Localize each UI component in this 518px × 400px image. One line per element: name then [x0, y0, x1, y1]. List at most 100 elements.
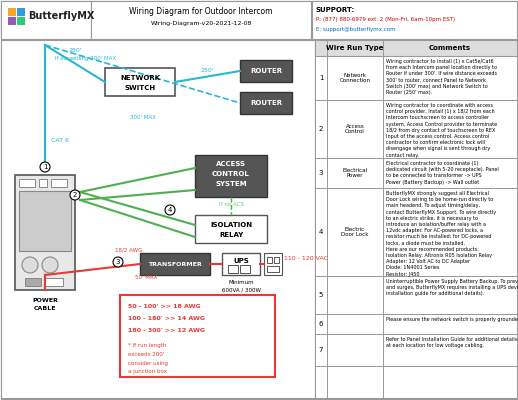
Text: 3: 3	[319, 170, 323, 176]
Circle shape	[113, 257, 123, 267]
Text: 7: 7	[319, 347, 323, 353]
Text: P: (877) 880-6979 ext. 2 (Mon-Fri, 6am-10pm EST): P: (877) 880-6979 ext. 2 (Mon-Fri, 6am-1…	[316, 18, 455, 22]
Bar	[312, 1, 517, 39]
Bar	[315, 40, 517, 398]
Bar	[240, 60, 292, 82]
Text: 250': 250'	[68, 48, 82, 53]
Text: a junction box: a junction box	[128, 368, 167, 374]
Circle shape	[42, 257, 58, 273]
Text: SUPPORT:: SUPPORT:	[316, 7, 355, 13]
Circle shape	[70, 190, 80, 200]
Text: SWITCH: SWITCH	[124, 85, 155, 91]
Bar	[315, 334, 517, 366]
Bar	[39, 179, 47, 187]
Text: 180 - 300' >> 12 AWG: 180 - 300' >> 12 AWG	[128, 328, 205, 334]
Circle shape	[22, 257, 38, 273]
Bar	[105, 68, 175, 96]
Text: exceeds 200': exceeds 200'	[128, 352, 164, 358]
Bar	[267, 257, 272, 263]
Text: Wire Run Type: Wire Run Type	[326, 45, 384, 51]
Text: Wiring contractor to install (1) x Cat5e/Cat6
from each Intercom panel location : Wiring contractor to install (1) x Cat5e…	[386, 59, 497, 95]
Bar	[264, 253, 282, 275]
Bar	[274, 257, 279, 263]
Bar	[315, 276, 517, 314]
Text: 250': 250'	[200, 68, 214, 73]
Text: 4: 4	[168, 207, 172, 213]
Text: NETWORK: NETWORK	[120, 75, 160, 81]
Text: Comments: Comments	[429, 45, 471, 51]
Text: Electrical
Power: Electrical Power	[342, 168, 368, 178]
Text: 6: 6	[319, 321, 323, 327]
Text: If exceeding 300' MAX: If exceeding 300' MAX	[55, 56, 116, 61]
Bar	[315, 314, 517, 334]
Bar	[195, 155, 267, 197]
Text: ISOLATION: ISOLATION	[210, 222, 252, 228]
Text: TRANSFORMER: TRANSFORMER	[148, 262, 202, 266]
Text: CABLE: CABLE	[34, 306, 56, 310]
Text: Refer to Panel Installation Guide for additional details. Leave 6' service loop
: Refer to Panel Installation Guide for ad…	[386, 337, 518, 348]
Text: Please ensure the network switch is properly grounded.: Please ensure the network switch is prop…	[386, 317, 518, 322]
Text: Network
Connection: Network Connection	[339, 73, 370, 83]
Bar	[315, 40, 517, 56]
Bar	[315, 158, 517, 188]
Bar	[15, 175, 75, 290]
Text: E: support@butterflymx.com: E: support@butterflymx.com	[316, 26, 396, 32]
Bar	[140, 253, 210, 275]
Bar	[19, 179, 35, 187]
Text: Wiring contractor to coordinate with access
control provider, install (1) x 18/2: Wiring contractor to coordinate with acc…	[386, 103, 497, 158]
Circle shape	[40, 162, 50, 172]
Bar	[8, 8, 16, 16]
Bar	[1, 1, 91, 39]
Text: If no ACS: If no ACS	[219, 202, 243, 208]
Text: 50' MAX: 50' MAX	[135, 275, 157, 280]
Bar	[17, 17, 25, 25]
Bar	[19, 191, 71, 251]
Bar	[240, 92, 292, 114]
Text: POWER: POWER	[32, 298, 58, 302]
Bar	[51, 179, 67, 187]
Text: CAT 6: CAT 6	[51, 138, 69, 142]
Text: ButterflyMX: ButterflyMX	[28, 11, 94, 21]
Text: 2: 2	[319, 126, 323, 132]
Bar	[240, 265, 250, 273]
Bar	[315, 188, 517, 276]
Text: 4: 4	[319, 229, 323, 235]
Text: Wiring Diagram for Outdoor Intercom: Wiring Diagram for Outdoor Intercom	[130, 8, 273, 16]
Text: Access
Control: Access Control	[345, 124, 365, 134]
Text: Minimum: Minimum	[228, 280, 254, 285]
Text: 300' MAX: 300' MAX	[130, 115, 155, 120]
Bar	[1, 40, 315, 398]
Text: consider using: consider using	[128, 360, 168, 366]
Bar	[8, 17, 16, 25]
Text: 18/2 AWG: 18/2 AWG	[115, 247, 142, 252]
Text: ButterflyMX strongly suggest all Electrical
Door Lock wiring to be home-run dire: ButterflyMX strongly suggest all Electri…	[386, 191, 496, 277]
Text: Uninterruptible Power Supply Battery Backup. To prevent voltage drops
and surges: Uninterruptible Power Supply Battery Bac…	[386, 279, 518, 296]
Text: RELAY: RELAY	[219, 232, 243, 238]
Text: Wiring-Diagram-v20-2021-12-08: Wiring-Diagram-v20-2021-12-08	[150, 22, 252, 26]
Text: 1: 1	[319, 75, 323, 81]
Text: 600VA / 300W: 600VA / 300W	[222, 288, 261, 293]
Bar	[120, 295, 275, 377]
Text: 5: 5	[319, 292, 323, 298]
Text: ROUTER: ROUTER	[250, 68, 282, 74]
Text: 110 - 120 VAC: 110 - 120 VAC	[284, 256, 328, 260]
Text: 3: 3	[116, 259, 120, 265]
Bar	[222, 253, 260, 275]
Text: UPS: UPS	[233, 258, 249, 264]
Text: ACCESS: ACCESS	[216, 161, 246, 167]
Text: CONTROL: CONTROL	[212, 171, 250, 177]
Text: Electric
Door Lock: Electric Door Lock	[341, 226, 369, 238]
Bar	[195, 215, 267, 243]
Text: 100 - 180' >> 14 AWG: 100 - 180' >> 14 AWG	[128, 316, 205, 322]
Text: 1: 1	[43, 164, 47, 170]
Bar	[45, 278, 63, 286]
Text: SYSTEM: SYSTEM	[215, 181, 247, 187]
Bar	[17, 8, 25, 16]
Bar	[91, 1, 311, 39]
Bar	[1, 1, 517, 39]
Bar	[267, 266, 279, 272]
Text: 2: 2	[73, 192, 77, 198]
Circle shape	[165, 205, 175, 215]
Text: * If run length: * If run length	[128, 342, 166, 348]
Text: ROUTER: ROUTER	[250, 100, 282, 106]
